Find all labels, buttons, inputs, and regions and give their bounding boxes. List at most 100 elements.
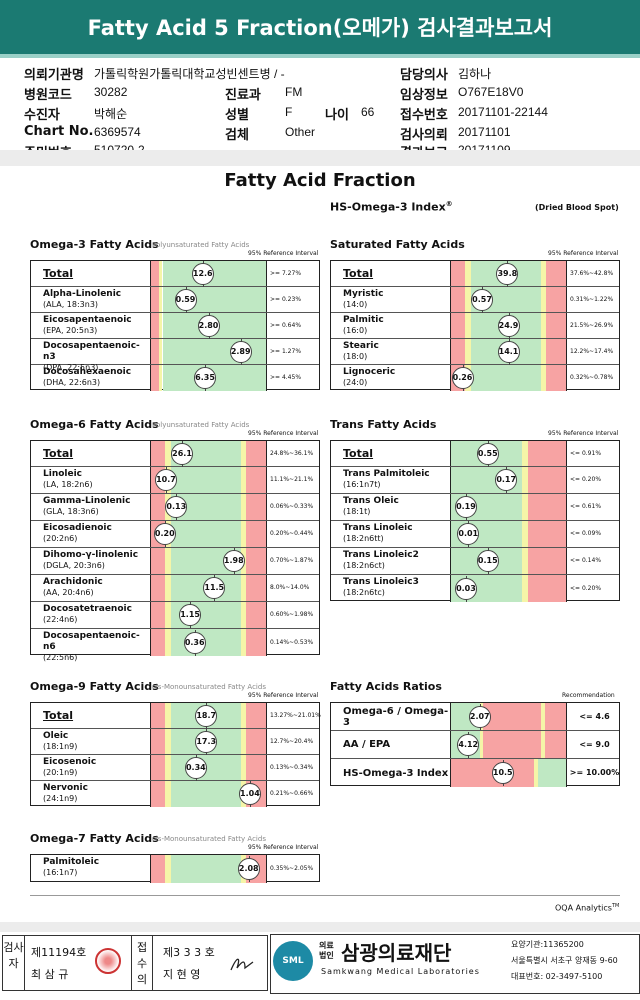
- analyte-code: (20:1n9): [43, 768, 78, 777]
- result-value: 2.89: [229, 338, 252, 365]
- omega9-gauge: 1.04: [151, 781, 267, 807]
- result-value: 26.1: [171, 440, 194, 467]
- saturated-row: Total 39.8 37.6%~42.8%: [331, 260, 619, 287]
- analyte-name: Nervonic: [43, 783, 88, 793]
- reference-interval: <= 0.20%: [570, 584, 602, 592]
- ratios-row: HS-Omega-3 Index 10.5 >= 10.00%: [331, 759, 619, 787]
- result-value: 0.03: [454, 575, 477, 602]
- phone: 대표번호: 02-3497-5100: [511, 972, 603, 981]
- gauge-segment: [164, 855, 171, 883]
- result-value: 2.07: [468, 703, 491, 730]
- analyte-code: (14:0): [343, 300, 368, 309]
- reference-interval: 0.20%~0.44%: [270, 530, 314, 537]
- result-value: 0.15: [476, 548, 499, 574]
- saturated-gauge: 0.57: [451, 286, 567, 313]
- analyte-code: (ALA, 18:3n3): [43, 300, 99, 309]
- oqa-credit: OQA AnalyticsTM: [555, 903, 620, 913]
- gauge-segment: [164, 755, 171, 780]
- gauge-segment: [162, 261, 266, 286]
- omega6-gauge: 11.5: [151, 575, 267, 601]
- omega6-section-title: Omega-6 Fatty Acids: [30, 418, 159, 431]
- gauge-segment: [522, 441, 529, 466]
- gauge-segment: [246, 441, 266, 466]
- reference-interval: 0.06%~0.33%: [270, 503, 314, 510]
- analyte-code: (24:0): [343, 378, 368, 387]
- omega3-row-label: Eicosapentaenoic (EPA, 20:5n3): [31, 313, 151, 338]
- total-label: Total: [43, 267, 74, 280]
- omega6-gauge: 10.7: [151, 467, 267, 493]
- result-value: 0.19: [454, 494, 477, 520]
- omega6-row: Dihomo-γ-linolenic (DGLA, 20:3n6) 1.98 0.70…: [31, 548, 319, 575]
- analyte-name: Oleic: [43, 731, 69, 741]
- omega6-section-subtitle: Polyunsaturated Fatty Acids: [152, 421, 250, 429]
- gauge-segment: [464, 339, 471, 364]
- omega3-row: Alpha-Linolenic (ALA, 18:3n3) 0.59 >= 0.23%: [31, 286, 319, 313]
- gauge-segment: [546, 261, 566, 286]
- total-label: Total: [43, 709, 74, 722]
- saturated-row-label: Total: [331, 261, 451, 286]
- omega9-panel: Total 18.7 13.27%~21.01% Oleic (18:1n9) 17.3 1…: [30, 702, 321, 807]
- analyte-name: Trans Linoleic3: [343, 577, 419, 587]
- reference-interval: <= 4.6: [579, 711, 610, 721]
- gauge-segment: [164, 602, 171, 628]
- analyte-code: (18:2n6tt): [343, 534, 384, 543]
- saturated-row: Myristic (14:0) 0.57 0.31%~1.22%: [331, 286, 619, 313]
- report-header: Fatty Acid 5 Fraction(오메가) 검사결과보고서: [0, 0, 640, 58]
- gauge-segment: [540, 365, 547, 391]
- omega3-row-label: Docosahexaenoic (DHA, 22:6n3): [31, 365, 151, 391]
- analyte-name: Linoleic: [43, 469, 83, 479]
- trans-gauge: 0.03: [451, 575, 567, 602]
- gauge-segment: [246, 703, 266, 728]
- gauge-segment: [159, 339, 163, 364]
- trans-panel: Total 0.55 <= 0.91% Trans Palmitoleic (16:1n…: [330, 440, 620, 602]
- seal-stamp-icon: [95, 948, 121, 974]
- reference-interval: >= 1.27%: [270, 347, 302, 355]
- gauge-segment: [164, 703, 171, 728]
- omega7-panel: Palmitoleic (16:1n7) 2.08 0.35%~2.05%: [30, 854, 320, 883]
- gauge-segment: [164, 441, 171, 466]
- gauge-segment: [164, 575, 171, 601]
- gauge-segment: [533, 759, 539, 787]
- reference-interval: 0.60%~1.98%: [270, 611, 314, 618]
- reference-interval: 0.35%~2.05%: [270, 865, 314, 872]
- gauge-segment: [464, 287, 471, 312]
- omega3-panel: Total 12.6 >= 7.27% Alpha-Linolenic (ALA, 18…: [30, 260, 320, 391]
- gauge-segment: [528, 441, 566, 466]
- gauge-segment: [483, 731, 541, 758]
- analyte-name: Dihomo-γ-linolenic: [43, 550, 139, 560]
- saturated-gauge: 14.1: [451, 338, 567, 365]
- gauge-segment: [522, 575, 529, 602]
- analyte-name: Lignoceric: [343, 367, 396, 377]
- gauge-segment: [164, 729, 171, 754]
- gauge-segment: [151, 629, 165, 656]
- total-label: Total: [343, 267, 374, 280]
- omega7-row-label: Palmitoleic (16:1n7): [31, 855, 151, 883]
- gauge-segment: [246, 494, 266, 520]
- gauge-segment: [464, 313, 471, 338]
- signature-icon: [230, 958, 254, 971]
- reference-interval: >= 10.00%: [569, 768, 620, 777]
- analyte-code: (22:4n6): [43, 615, 78, 624]
- gauge-segment: [528, 575, 566, 602]
- omega9-gauge: 17.3: [151, 728, 267, 755]
- gauge-segment: [164, 548, 171, 574]
- trans-row: Trans Linoleic3 (18:2n6tc) 0.03 <= 0.20%: [331, 575, 619, 602]
- gauge-segment: [546, 365, 566, 391]
- omega3-section-subtitle: Polyunsaturated Fatty Acids: [152, 241, 250, 249]
- reference-interval: 21.5%~26.9%: [570, 321, 614, 329]
- analyte-name: Palmitic: [343, 315, 384, 325]
- gauge-segment: [540, 339, 547, 364]
- trans-row-label: Trans Palmitoleic (16:1n7t): [331, 467, 451, 493]
- omega9-row: Total 18.7 13.27%~21.01%: [31, 702, 321, 729]
- divider-band: [0, 150, 640, 166]
- footer-band: [0, 922, 640, 932]
- gauge-segment: [151, 365, 160, 391]
- gauge-segment: [151, 855, 165, 883]
- report-title: Fatty Acid Fraction: [224, 170, 416, 191]
- omega3-gauge: 6.35: [151, 365, 267, 391]
- gauge-segment: [246, 755, 266, 780]
- gauge-segment: [451, 287, 465, 312]
- analyte-name: Alpha-Linolenic: [43, 289, 122, 299]
- result-value: 0.36: [183, 629, 206, 656]
- omega3-gauge: 12.6: [151, 260, 267, 287]
